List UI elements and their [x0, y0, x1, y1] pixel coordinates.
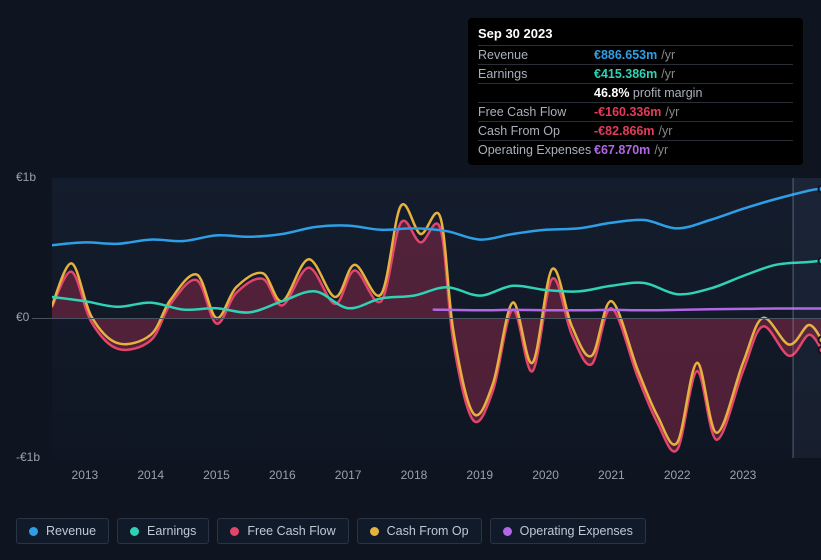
x-axis-label: 2019: [466, 468, 493, 482]
x-axis-label: 2017: [335, 468, 362, 482]
legend-item-free-cash-flow[interactable]: Free Cash Flow: [217, 518, 348, 544]
tooltip-row-label: Earnings: [478, 67, 594, 81]
x-axis-label: 2013: [72, 468, 99, 482]
tooltip-row-label: Free Cash Flow: [478, 105, 594, 119]
series-end-dot: [818, 184, 821, 193]
tooltip-row-value: €886.653m: [594, 48, 657, 62]
x-axis-label: 2016: [269, 468, 296, 482]
tooltip-row-label: Operating Expenses: [478, 143, 594, 157]
tooltip-row-unit: /yr: [665, 105, 679, 119]
legend-dot-icon: [370, 527, 379, 536]
tooltip-row: Earnings€415.386m/yr: [478, 64, 793, 83]
tooltip-row-unit: /yr: [661, 48, 675, 62]
legend-item-operating-expenses[interactable]: Operating Expenses: [490, 518, 646, 544]
tooltip-row: Free Cash Flow-€160.336m/yr: [478, 102, 793, 121]
legend-label: Free Cash Flow: [247, 524, 335, 538]
tooltip-row-unit: /yr: [658, 124, 672, 138]
legend-item-earnings[interactable]: Earnings: [117, 518, 209, 544]
series-end-dot: [818, 256, 821, 265]
legend-dot-icon: [29, 527, 38, 536]
tooltip-row: Operating Expenses€67.870m/yr: [478, 140, 793, 159]
legend-item-revenue[interactable]: Revenue: [16, 518, 109, 544]
tooltip-row-value: -€160.336m: [594, 105, 661, 119]
tooltip-row-unit: /yr: [654, 143, 668, 157]
tooltip-row-value: €415.386m: [594, 67, 657, 81]
legend: Revenue Earnings Free Cash Flow Cash From O…: [16, 518, 646, 544]
y-axis-label: €1b: [16, 170, 36, 184]
tooltip-row-label: Revenue: [478, 48, 594, 62]
tooltip-panel: Sep 30 2023 Revenue€886.653m/yrEarnings€…: [468, 18, 803, 165]
legend-dot-icon: [230, 527, 239, 536]
x-axis-label: 2023: [730, 468, 757, 482]
series-end-dot: [818, 346, 821, 355]
legend-label: Revenue: [46, 524, 96, 538]
series-line-operating-expenses: [434, 308, 821, 310]
legend-dot-icon: [503, 527, 512, 536]
legend-item-cash-from-op[interactable]: Cash From Op: [357, 518, 482, 544]
y-axis-label: €0: [16, 310, 29, 324]
series-end-dot: [818, 336, 821, 345]
hover-marker: [792, 178, 794, 458]
tooltip-row: Revenue€886.653m/yr: [478, 45, 793, 64]
series-fill-free-cash-flow: [52, 221, 821, 452]
tooltip-date: Sep 30 2023: [478, 26, 793, 41]
x-axis-label: 2014: [137, 468, 164, 482]
tooltip-row: Cash From Op-€82.866m/yr: [478, 121, 793, 140]
legend-label: Cash From Op: [387, 524, 469, 538]
tooltip-row-label: Cash From Op: [478, 124, 594, 138]
legend-label: Earnings: [147, 524, 196, 538]
legend-label: Operating Expenses: [520, 524, 633, 538]
legend-dot-icon: [130, 527, 139, 536]
x-axis-label: 2021: [598, 468, 625, 482]
tooltip-row-value: €67.870m: [594, 143, 650, 157]
y-axis-label: -€1b: [16, 450, 40, 464]
chart: €1b €0 -€1b 2013 2014 2015 2016 2017 2018 2019 20…: [16, 158, 806, 488]
tooltip-row-unit: /yr: [661, 67, 675, 81]
tooltip-row-value: -€82.866m: [594, 124, 654, 138]
x-axis-label: 2015: [203, 468, 230, 482]
x-axis-label: 2022: [664, 468, 691, 482]
tooltip-subrow: 46.8% profit margin: [478, 83, 793, 102]
zero-gridline: [32, 318, 821, 319]
x-axis-labels: 2013 2014 2015 2016 2017 2018 2019 2020 2021 2022…: [52, 468, 821, 488]
x-axis-label: 2020: [532, 468, 559, 482]
x-axis-label: 2018: [401, 468, 428, 482]
